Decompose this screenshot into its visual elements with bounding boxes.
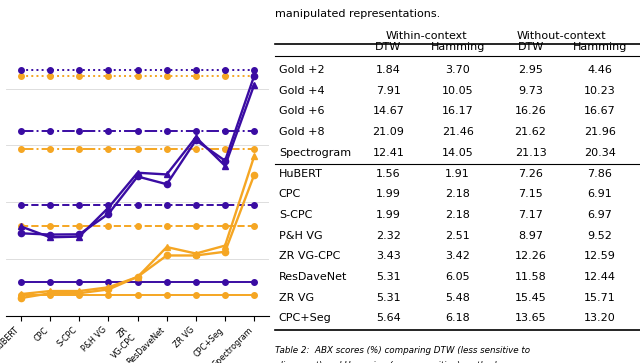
Text: DTW: DTW: [375, 42, 401, 52]
Text: Spectrogram: Spectrogram: [279, 148, 351, 158]
Text: 1.56: 1.56: [376, 168, 401, 179]
Text: 5.64: 5.64: [376, 313, 401, 323]
Text: 10.23: 10.23: [584, 86, 616, 96]
Text: 6.05: 6.05: [445, 272, 470, 282]
Text: 12.26: 12.26: [515, 251, 547, 261]
Text: Without-context: Without-context: [516, 31, 606, 41]
Text: 1.91: 1.91: [445, 168, 470, 179]
Text: 1.99: 1.99: [376, 210, 401, 220]
Text: 5.31: 5.31: [376, 293, 401, 303]
Text: 7.26: 7.26: [518, 168, 543, 179]
Text: DTW: DTW: [517, 42, 544, 52]
Text: ZR VG: ZR VG: [279, 293, 314, 303]
Text: Hamming: Hamming: [431, 42, 484, 52]
Text: 9.52: 9.52: [588, 231, 612, 241]
Text: 8.97: 8.97: [518, 231, 543, 241]
Text: Gold +8: Gold +8: [279, 127, 324, 137]
Text: S-CPC: S-CPC: [279, 210, 312, 220]
Text: 16.26: 16.26: [515, 106, 547, 117]
Text: 3.43: 3.43: [376, 251, 401, 261]
Text: 2.18: 2.18: [445, 189, 470, 199]
Text: 4.46: 4.46: [588, 65, 612, 75]
Text: Hamming: Hamming: [573, 42, 627, 52]
Text: CPC: CPC: [279, 189, 301, 199]
Text: 5.48: 5.48: [445, 293, 470, 303]
Text: 16.17: 16.17: [442, 106, 474, 117]
Text: 3.70: 3.70: [445, 65, 470, 75]
Text: Within-context: Within-context: [386, 31, 467, 41]
Text: CPC+Seg: CPC+Seg: [279, 313, 332, 323]
Text: 11.58: 11.58: [515, 272, 547, 282]
Text: 12.41: 12.41: [372, 148, 404, 158]
Text: ResDaveNet: ResDaveNet: [279, 272, 348, 282]
Text: Table 2:  ABX scores (%) comparing DTW (less sensitive to: Table 2: ABX scores (%) comparing DTW (l…: [275, 346, 531, 355]
Text: 16.67: 16.67: [584, 106, 616, 117]
Text: 9.73: 9.73: [518, 86, 543, 96]
Text: 14.67: 14.67: [372, 106, 404, 117]
Text: 1.84: 1.84: [376, 65, 401, 75]
Text: Gold +2: Gold +2: [279, 65, 324, 75]
Text: ZR VG-CPC: ZR VG-CPC: [279, 251, 340, 261]
Text: 1.99: 1.99: [376, 189, 401, 199]
Text: HuBERT: HuBERT: [279, 168, 323, 179]
Text: 2.32: 2.32: [376, 231, 401, 241]
Text: 7.91: 7.91: [376, 86, 401, 96]
Text: 20.34: 20.34: [584, 148, 616, 158]
Text: manipulated representations.: manipulated representations.: [275, 9, 440, 19]
Text: 21.09: 21.09: [372, 127, 404, 137]
Text: 14.05: 14.05: [442, 148, 474, 158]
Text: Gold +4: Gold +4: [279, 86, 324, 96]
Text: P&H VG: P&H VG: [279, 231, 323, 241]
Text: 2.95: 2.95: [518, 65, 543, 75]
Text: 7.17: 7.17: [518, 210, 543, 220]
Text: 6.97: 6.97: [588, 210, 612, 220]
Text: 12.59: 12.59: [584, 251, 616, 261]
Text: 2.51: 2.51: [445, 231, 470, 241]
Text: 13.65: 13.65: [515, 313, 547, 323]
Text: 12.44: 12.44: [584, 272, 616, 282]
Text: 2.18: 2.18: [445, 210, 470, 220]
Text: 21.46: 21.46: [442, 127, 474, 137]
Text: 21.96: 21.96: [584, 127, 616, 137]
Text: alignment) and Hamming (more sensitive) methods.: alignment) and Hamming (more sensitive) …: [275, 361, 504, 363]
Text: 6.18: 6.18: [445, 313, 470, 323]
Text: 15.45: 15.45: [515, 293, 547, 303]
Text: 13.20: 13.20: [584, 313, 616, 323]
Text: 7.86: 7.86: [588, 168, 612, 179]
Text: 21.62: 21.62: [515, 127, 547, 137]
Text: 5.31: 5.31: [376, 272, 401, 282]
Text: 6.91: 6.91: [588, 189, 612, 199]
Text: 10.05: 10.05: [442, 86, 474, 96]
Text: 3.42: 3.42: [445, 251, 470, 261]
Text: 15.71: 15.71: [584, 293, 616, 303]
Text: 7.15: 7.15: [518, 189, 543, 199]
Text: Gold +6: Gold +6: [279, 106, 324, 117]
Text: 21.13: 21.13: [515, 148, 547, 158]
